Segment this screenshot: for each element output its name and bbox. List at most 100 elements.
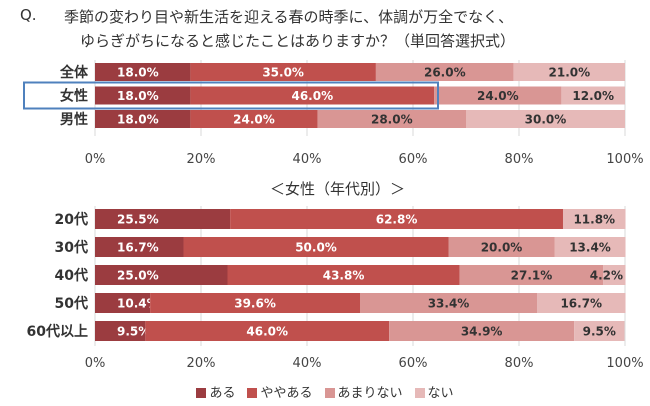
data-label: 34.9% bbox=[461, 325, 503, 339]
category-label: 40代 bbox=[55, 267, 88, 284]
bar-segment bbox=[95, 293, 151, 313]
data-label: 26.0% bbox=[424, 66, 466, 80]
category-label: 30代 bbox=[55, 239, 88, 256]
legend-label: ある bbox=[209, 386, 236, 401]
category-label: 女性 bbox=[60, 88, 88, 105]
x-tick-label: 20% bbox=[187, 152, 216, 167]
bar-segment bbox=[389, 321, 575, 341]
category-label: 50代 bbox=[55, 295, 88, 312]
data-label: 16.7% bbox=[117, 241, 159, 255]
bar-segment bbox=[554, 237, 626, 257]
bar-segment bbox=[603, 265, 626, 285]
legend-label: ややある bbox=[260, 386, 313, 401]
data-label: 62.8% bbox=[376, 213, 418, 227]
x-tick-label: 100% bbox=[606, 356, 643, 371]
bar-segment bbox=[227, 265, 460, 285]
bar-segment bbox=[466, 110, 625, 128]
data-label: 9.5% bbox=[583, 325, 616, 339]
data-label: 9.5% bbox=[117, 325, 150, 339]
data-label: 12.0% bbox=[572, 89, 614, 103]
data-label: 25.0% bbox=[117, 269, 159, 283]
legend-swatch bbox=[247, 388, 258, 398]
bar-segment bbox=[95, 86, 191, 105]
question-line-2: ゆらぎがちになると感じたことはありますか？（単回答選択式） bbox=[80, 32, 516, 50]
data-label: 28.0% bbox=[371, 113, 413, 127]
legend-item: ない bbox=[414, 382, 454, 401]
question-line-1: 季節の変わり目や新生活を迎える春の時季に、体調が万全でなく、 bbox=[64, 8, 514, 26]
data-label: 46.0% bbox=[246, 325, 288, 339]
data-label: 39.6% bbox=[234, 297, 276, 311]
bar-segment bbox=[95, 321, 146, 341]
x-tick-label: 60% bbox=[399, 152, 428, 167]
bar-segment bbox=[95, 237, 184, 257]
x-tick-label: 60% bbox=[399, 356, 428, 371]
bar-segment bbox=[537, 293, 626, 313]
legend-swatch bbox=[196, 388, 207, 398]
bar-segment bbox=[562, 209, 626, 229]
bar-segment bbox=[145, 321, 390, 341]
data-label: 10.4% bbox=[117, 297, 159, 311]
bar-segment bbox=[459, 265, 604, 285]
data-label: 27.1% bbox=[511, 269, 553, 283]
x-tick-label: 0% bbox=[85, 152, 106, 167]
data-label: 4.2% bbox=[590, 269, 623, 283]
bar-segment bbox=[574, 321, 625, 341]
female-age-subtitle: ＜女性（年代別）＞ bbox=[270, 180, 406, 198]
legend-swatch bbox=[414, 388, 425, 398]
data-label: 16.7% bbox=[560, 297, 602, 311]
data-label: 30.0% bbox=[525, 113, 567, 127]
category-label: 60代以上 bbox=[27, 323, 88, 340]
chart-legend: ある ややある あまりない ない bbox=[0, 382, 650, 401]
legend-item: ある bbox=[196, 382, 235, 401]
bar-segment bbox=[434, 86, 562, 105]
bar-segment bbox=[95, 110, 191, 128]
category-label: 全体 bbox=[59, 64, 89, 81]
data-label: 20.0% bbox=[481, 241, 523, 255]
legend-label: あまりない bbox=[337, 386, 403, 401]
data-label: 25.5% bbox=[117, 213, 159, 227]
bar-segment bbox=[230, 209, 563, 229]
legend-swatch bbox=[324, 388, 335, 398]
bar-segment bbox=[95, 265, 228, 285]
bar-segment bbox=[513, 63, 625, 81]
data-label: 11.8% bbox=[573, 213, 615, 227]
bar-segment bbox=[190, 63, 376, 81]
x-tick-label: 40% bbox=[293, 356, 322, 371]
x-tick-label: 20% bbox=[187, 356, 216, 371]
bar-segment bbox=[95, 63, 191, 81]
bar-segment bbox=[317, 110, 466, 128]
bar-segment bbox=[360, 293, 538, 313]
bar-segment bbox=[448, 237, 555, 257]
bar-segment bbox=[190, 110, 318, 128]
data-label: 35.0% bbox=[262, 66, 304, 80]
data-label: 13.4% bbox=[569, 241, 611, 255]
x-tick-label: 80% bbox=[505, 152, 534, 167]
x-tick-label: 100% bbox=[606, 152, 643, 167]
question-prefix: Q. bbox=[20, 6, 37, 24]
bar-segment bbox=[150, 293, 360, 313]
x-tick-label: 0% bbox=[85, 356, 106, 371]
category-label: 20代 bbox=[55, 211, 88, 228]
bar-segment bbox=[190, 86, 435, 105]
legend-label: ない bbox=[427, 386, 454, 401]
data-label: 21.0% bbox=[549, 66, 591, 80]
data-label: 18.0% bbox=[117, 89, 159, 103]
data-label: 46.0% bbox=[291, 89, 333, 103]
data-label: 24.0% bbox=[477, 89, 519, 103]
legend-item: ややある bbox=[247, 382, 313, 401]
bar-segment bbox=[561, 86, 625, 105]
data-label: 18.0% bbox=[117, 113, 159, 127]
x-tick-label: 40% bbox=[293, 152, 322, 167]
bar-segment bbox=[95, 209, 231, 229]
data-label: 24.0% bbox=[233, 113, 275, 127]
data-label: 33.4% bbox=[428, 297, 470, 311]
data-label: 43.8% bbox=[323, 269, 365, 283]
legend-item: あまりない bbox=[324, 382, 403, 401]
data-label: 50.0% bbox=[295, 241, 337, 255]
x-tick-label: 80% bbox=[505, 356, 534, 371]
data-label: 18.0% bbox=[117, 66, 159, 80]
bar-segment bbox=[183, 237, 449, 257]
category-label: 男性 bbox=[60, 111, 88, 128]
